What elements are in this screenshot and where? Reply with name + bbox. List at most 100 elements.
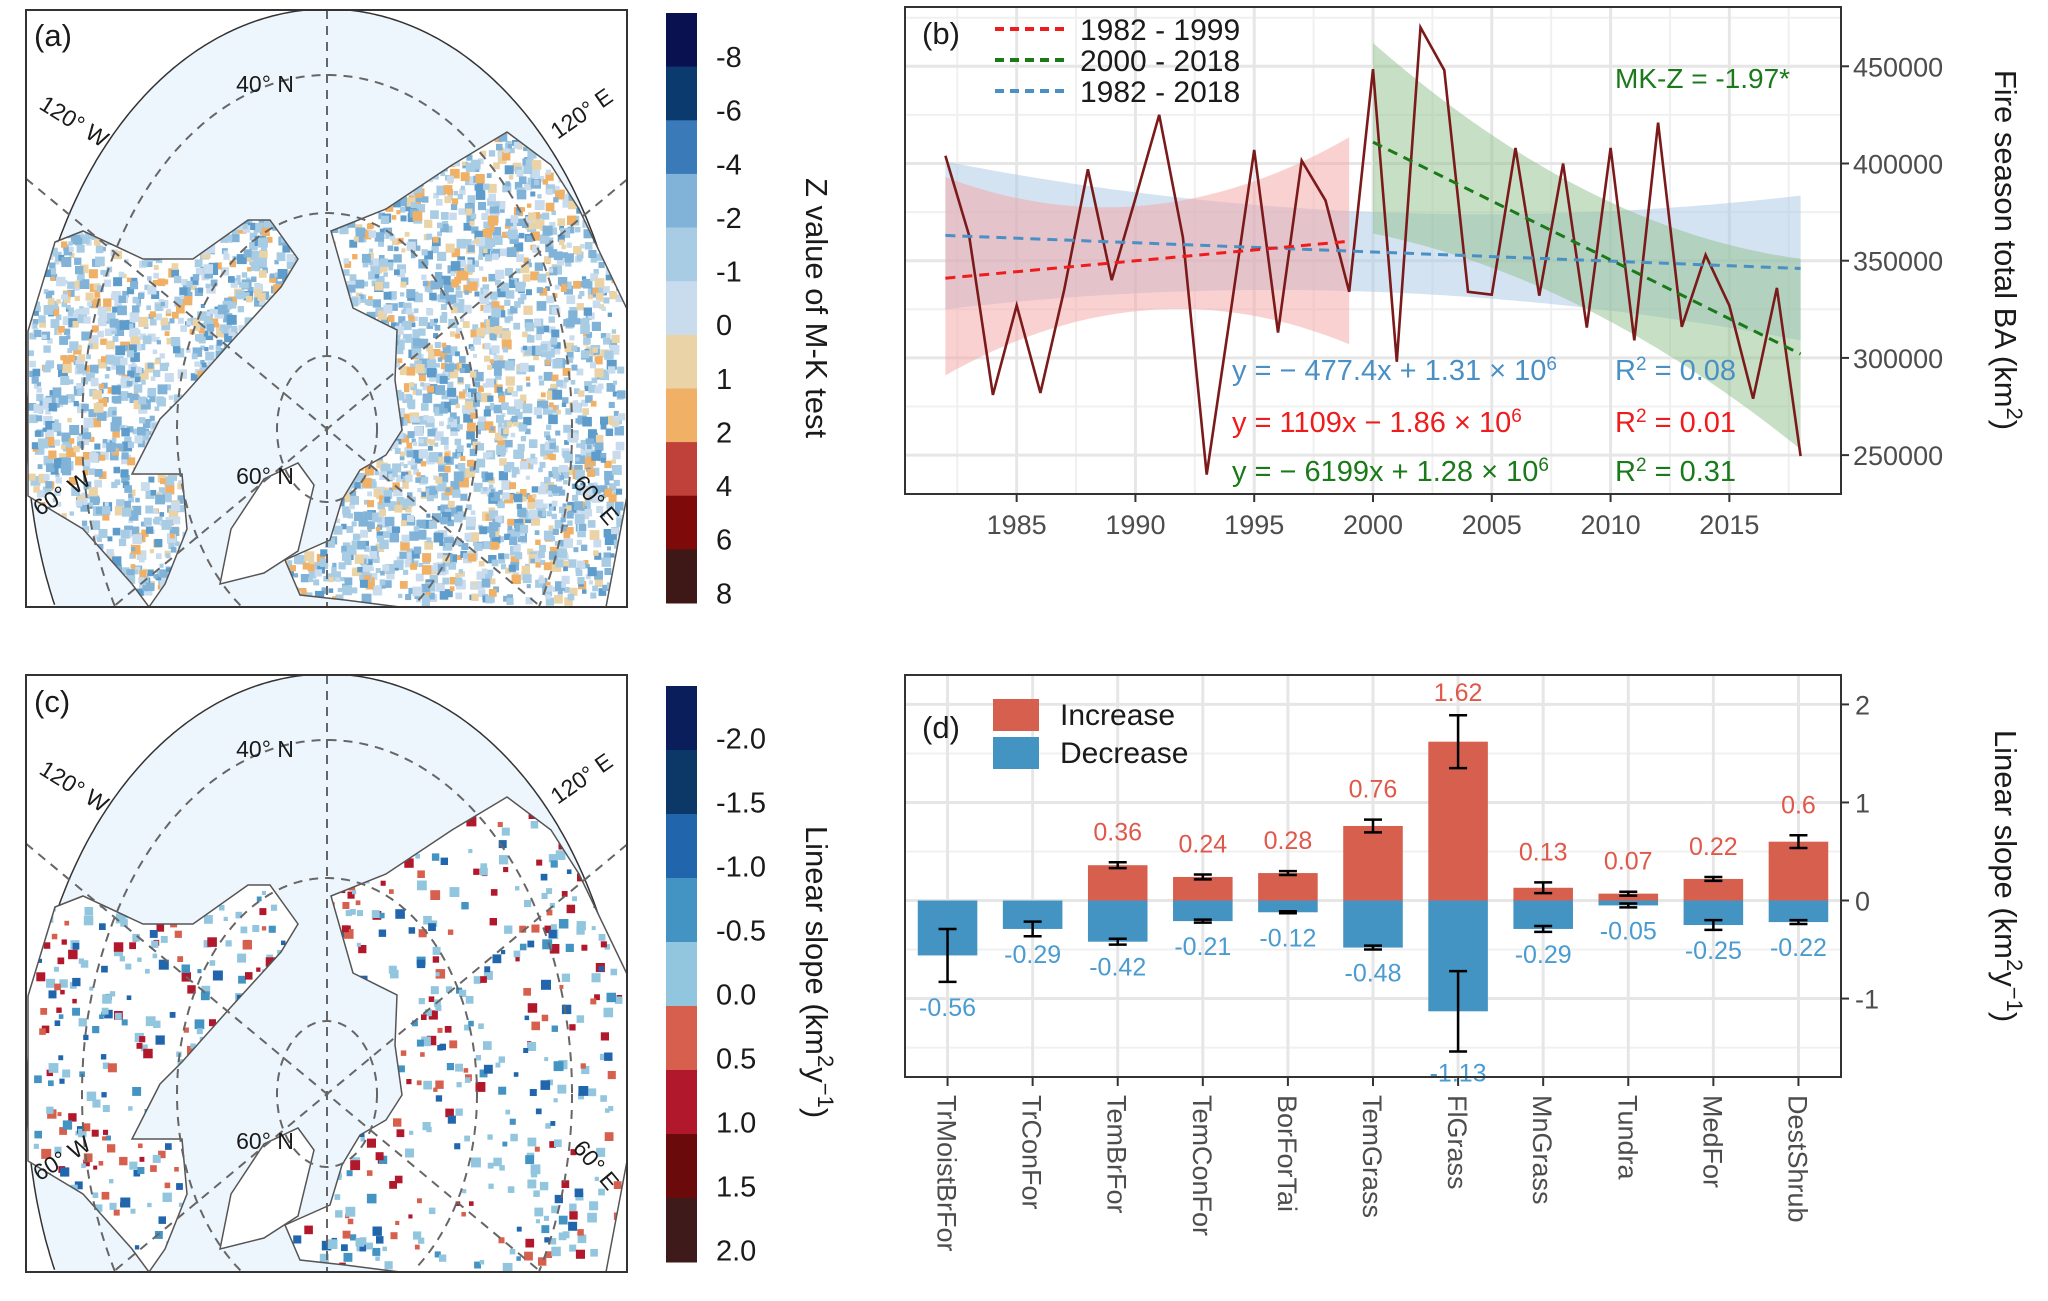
colorbar-a-title: Z value of M-K test <box>799 178 834 439</box>
map-pixel <box>122 507 132 517</box>
map-pixel <box>449 369 459 379</box>
map-pixel <box>96 411 107 421</box>
map-pixel <box>248 222 256 230</box>
map-pixel <box>141 260 148 267</box>
map-pixel <box>458 569 463 574</box>
map-pixel <box>381 584 386 589</box>
map-pixel <box>455 592 463 600</box>
map-pixel <box>43 415 53 426</box>
map-pixel <box>93 534 99 540</box>
map-pixel <box>112 306 119 313</box>
map-pixel <box>522 331 528 338</box>
map-pixel <box>530 271 540 281</box>
map-pixel <box>209 308 215 315</box>
map-pixel <box>469 448 477 457</box>
map-pixel <box>60 376 70 385</box>
map-pixel <box>203 264 213 274</box>
map-pixel <box>111 416 122 427</box>
map-pixel <box>122 273 127 279</box>
map-pixel <box>514 301 521 308</box>
map-pixel <box>523 305 533 315</box>
map-pixel <box>528 509 538 519</box>
map-pixel <box>530 453 536 459</box>
map-pixel <box>101 382 108 389</box>
map-pixel <box>444 445 449 450</box>
map-pixel <box>405 594 412 601</box>
map-pixel <box>155 1035 165 1045</box>
map-pixel <box>576 368 584 376</box>
map-pixel <box>206 284 216 294</box>
map-pixel <box>566 527 574 535</box>
map-pixel <box>576 303 584 311</box>
map-pixel <box>400 520 407 527</box>
map-pixel <box>436 456 444 464</box>
map-pixel <box>546 295 554 304</box>
map-pixel <box>129 526 140 536</box>
map-pixel <box>466 443 471 448</box>
map-pixel <box>409 363 415 369</box>
map-pixel <box>204 347 209 352</box>
map-pixel <box>590 273 599 282</box>
map-pixel <box>514 449 524 459</box>
map-pixel <box>159 478 166 485</box>
map-pixel <box>296 555 306 565</box>
map-pixel <box>474 371 484 382</box>
map-pixel <box>75 500 82 507</box>
map-pixel <box>114 320 124 330</box>
map-pixel <box>401 534 410 543</box>
map-pixel <box>538 551 545 559</box>
map-pixel <box>553 251 563 261</box>
map-pixel <box>525 376 531 381</box>
map-pixel <box>62 1069 71 1078</box>
map-pixel <box>190 373 199 381</box>
map-pixel <box>350 491 357 498</box>
map-pixel <box>205 351 214 361</box>
map-pixel <box>76 382 83 390</box>
map-pixel <box>52 387 62 397</box>
map-pixel <box>383 490 393 499</box>
map-pixel <box>580 450 586 456</box>
map-pixel <box>341 545 349 553</box>
map-pixel <box>498 310 506 318</box>
map-pixel <box>527 501 535 509</box>
map-pixel <box>554 541 560 546</box>
map-pixel <box>110 422 120 432</box>
map-pixel <box>533 407 542 416</box>
map-pixel <box>111 481 118 489</box>
map-pixel <box>346 545 357 555</box>
map-pixel <box>473 394 482 403</box>
map-pixel <box>101 356 108 363</box>
map-pixel <box>476 327 486 337</box>
map-pixel <box>389 532 399 543</box>
map-pixel <box>513 544 521 552</box>
map-pixel <box>426 344 433 352</box>
map-pixel <box>162 492 172 503</box>
map-pixel <box>417 880 427 891</box>
map-pixel <box>574 514 585 525</box>
map-pixel <box>319 1253 329 1263</box>
map-pixel <box>62 355 71 364</box>
map-pixel <box>118 391 129 401</box>
map-pixel <box>549 506 554 511</box>
map-pixel <box>242 940 252 950</box>
map-pixel <box>54 259 60 265</box>
map-pixel <box>594 994 600 1001</box>
map-pixel <box>577 1234 587 1244</box>
map-pixel <box>129 511 139 521</box>
map-pixel <box>401 471 409 479</box>
map-pixel <box>570 380 576 385</box>
map-pixel <box>538 375 543 380</box>
map-pixel <box>369 248 374 253</box>
map-pixel <box>120 529 130 539</box>
map-pixel <box>49 268 57 275</box>
map-pixel <box>121 452 129 460</box>
map-pixel <box>135 367 142 373</box>
map-pixel <box>475 1055 482 1061</box>
map-pixel <box>139 417 146 424</box>
map-pixel <box>524 1251 533 1261</box>
map-pixel <box>604 480 610 486</box>
map-pixel <box>166 567 171 573</box>
map-pixel <box>68 438 75 444</box>
map-pixel <box>140 1044 148 1052</box>
map-pixel <box>498 422 503 428</box>
